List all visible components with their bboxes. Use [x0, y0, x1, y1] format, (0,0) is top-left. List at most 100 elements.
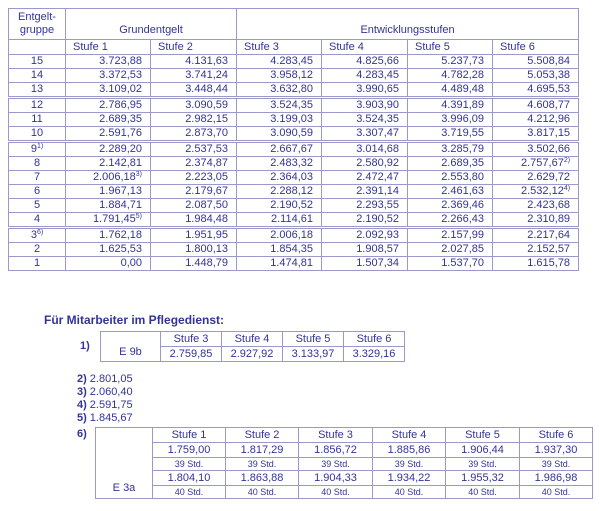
e3a-header-row: E 3a Stufe 1 Stufe 2 Stufe 3 Stufe 4 Stufe 5…: [95, 427, 593, 499]
entgeltgruppe-cell: 15: [8, 54, 66, 69]
salary-cell: 1.951,95: [149, 227, 238, 243]
footnote-6-label: 6): [77, 428, 87, 440]
hours-cell: 40 Std.: [225, 485, 299, 499]
salary-cell: 3.632,80: [236, 82, 323, 99]
entgeltgruppe-header-line1: Entgelt-: [18, 11, 56, 23]
stufe-column-header: Stufe 5: [282, 331, 344, 347]
entgelt-table-row: 36) 1.762,18 1.951,95 2.006,18 2.092,93 2.157…: [8, 227, 580, 243]
salary-cell: 2.152,57: [492, 242, 580, 257]
salary-cell: 2.580,92: [321, 156, 409, 171]
stufe-column-header: Stufe 4: [321, 39, 409, 55]
salary-cell: 1.908,57: [321, 242, 409, 257]
salary-cell: 3.109,02: [65, 82, 151, 99]
salary-cell: 3.996,09: [407, 112, 494, 127]
salary-cell: 3.958,12: [236, 68, 323, 83]
salary-cell: 2.087,50: [149, 198, 238, 213]
stufe-column-header: Stufe 2: [149, 39, 238, 55]
entgelt-table-row: 2 1.625,53 1.800,13 1.854,35 1.908,57 2.027,8…: [8, 242, 580, 257]
salary-cell: 2.092,93: [321, 227, 409, 243]
footnote-list: 2) 2.801,05 3) 2.060,40 4) 2.591,75 5) 1.845,67: [77, 373, 133, 425]
stufe-column-header: Stufe 2: [225, 427, 299, 443]
entgeltgruppe-cell: 8: [8, 156, 66, 171]
salary-cell: 4.283,45: [236, 54, 323, 69]
salary-cell: 1.937,30: [519, 442, 593, 458]
entgeltgruppe-cell: 14: [8, 68, 66, 83]
footnote-marker: 6): [36, 229, 44, 236]
salary-cell: 2.293,55: [321, 198, 409, 213]
e3a-table: E 3a Stufe 1 Stufe 2 Stufe 3 Stufe 4 Stufe 5…: [95, 427, 593, 499]
salary-cell: 1.817,29: [225, 442, 299, 458]
salary-cell: 3.329,16: [343, 346, 405, 362]
salary-cell: 2.786,95: [65, 97, 151, 113]
group-header-row: Entgelt-gruppe Grundentgelt Entwicklungs…: [8, 8, 580, 40]
footnote-line: 2) 2.801,05: [77, 373, 133, 386]
stufe-header-blank: [8, 39, 66, 55]
salary-cell: 3.990,65: [321, 82, 409, 99]
salary-cell: 4.131,63: [149, 54, 238, 69]
entwicklungsstufen-header: Entwicklungsstufen: [236, 8, 580, 40]
salary-cell: 1.615,78: [492, 256, 580, 271]
footnote-value: 2.591,75: [89, 399, 133, 411]
salary-cell: 3.524,35: [236, 97, 323, 113]
footnote-label: 4): [77, 399, 87, 411]
entgelt-table-row: 12 2.786,95 3.090,59 3.524,35 3.903,90 4.391,…: [8, 97, 580, 113]
salary-cell: 1.885,86: [372, 442, 446, 458]
salary-cell: 2.472,47: [321, 170, 409, 185]
salary-cell: 2.423,68: [492, 198, 580, 213]
footnote-marker: 2): [563, 157, 571, 165]
salary-cell: 3.524,35: [321, 112, 409, 127]
salary-cell: 2.759,85: [160, 346, 222, 362]
salary-cell: 3.723,88: [65, 54, 151, 69]
salary-cell: 1.625,53: [65, 242, 151, 257]
entgelt-table-row: 14 3.372,53 3.741,24 3.958,12 4.283,45 4.782,…: [8, 68, 580, 83]
salary-cell: 1.934,22: [372, 470, 446, 486]
stufe-column-header: Stufe 3: [160, 331, 222, 347]
salary-cell: 4.391,89: [407, 97, 494, 113]
entgeltgruppe-cell: 91): [8, 141, 66, 157]
footnote-marker: 1): [36, 143, 44, 150]
e9b-row-label: E 9b: [100, 331, 161, 362]
entgeltgruppe-cell: 6: [8, 184, 66, 199]
hours-cell: 39 Std.: [225, 457, 299, 471]
footnote-line: 3) 2.060,40: [77, 386, 133, 399]
salary-cell: 4.608,77: [492, 97, 580, 113]
salary-cell: 2.391,14: [321, 184, 409, 199]
footnote-marker: 5): [135, 213, 142, 221]
salary-cell: 2.667,67: [236, 141, 323, 157]
salary-cell: 2.027,85: [407, 242, 494, 257]
e9b-table: E 9b Stufe 3 Stufe 4 Stufe 5 Stufe 6 2.759,…: [100, 331, 405, 362]
salary-row: 1.759,00 1.817,29 1.856,72 1.885,86 1.906,44…: [96, 442, 593, 458]
salary-cell: 1.967,13: [65, 184, 151, 199]
salary-cell: 2.873,70: [149, 126, 238, 143]
footnote-value: 2.060,40: [89, 386, 133, 398]
footnote-value: 2.801,05: [89, 373, 133, 385]
entgelt-table-row: 11 2.689,35 2.982,15 3.199,03 3.524,35 3.996,…: [8, 112, 580, 127]
entgelt-table-row: 13 3.109,02 3.448,44 3.632,80 3.990,65 4.489,…: [8, 82, 580, 99]
hours-cell: 40 Std.: [152, 485, 226, 499]
salary-cell: 3.741,24: [149, 68, 238, 83]
stufe-column-header: Stufe 5: [407, 39, 494, 55]
stufe-column-header: Stufe 4: [221, 331, 283, 347]
salary-cell: 2.689,35: [407, 156, 494, 171]
salary-cell: 3.372,53: [65, 68, 151, 83]
salary-cell: 1.474,81: [236, 256, 323, 271]
footnote-line: 5) 1.845,67: [77, 412, 133, 425]
salary-cell: 2.142,81: [65, 156, 151, 171]
salary-cell: 2.553,80: [407, 170, 494, 185]
salary-cell: 2.374,87: [149, 156, 238, 171]
entgeltgruppe-header-line2: gruppe: [19, 24, 55, 36]
salary-cell: 2.266,43: [407, 212, 494, 229]
salary-cell: 3.090,59: [236, 126, 323, 143]
entgeltgruppe-cell: 13: [8, 82, 66, 99]
salary-cell: 3.817,15: [492, 126, 580, 143]
entgeltgruppe-cell: 36): [8, 227, 66, 243]
salary-cell: 2.217,64: [492, 227, 580, 243]
entgelt-table-row: 5 1.884,71 2.087,50 2.190,52 2.293,55 2.369,4…: [8, 198, 580, 213]
salary-cell: 3.014,68: [321, 141, 409, 157]
salary-cell: 1.759,00: [152, 442, 226, 458]
entgelt-table-row: 7 2.006,183) 2.223,05 2.364,03 2.472,47 2.553…: [8, 170, 580, 185]
salary-cell: 2.223,05: [149, 170, 238, 185]
footnote-line: 4) 2.591,75: [77, 399, 133, 412]
salary-cell: 3.448,44: [149, 82, 238, 99]
hours-cell: 40 Std.: [445, 485, 520, 499]
